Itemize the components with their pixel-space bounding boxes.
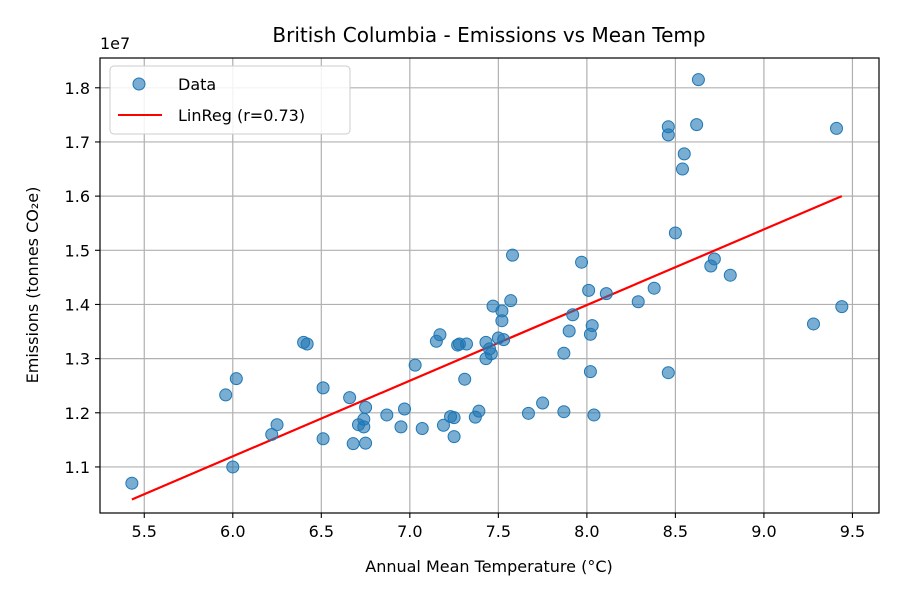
x-tick-label: 6.5 xyxy=(309,522,334,541)
data-point xyxy=(661,366,675,380)
data-point xyxy=(300,337,314,351)
data-point xyxy=(433,328,447,342)
data-point xyxy=(587,408,601,422)
tick-layer: 5.5 6.0 6.5 7.0 7.5 8.0 8.5 9.0 9.5 1.1 1.2 1.3 1.4 1… xyxy=(65,79,866,541)
data-point xyxy=(394,420,408,434)
data-point xyxy=(316,381,330,395)
data-point xyxy=(495,314,509,328)
data-point xyxy=(557,405,571,419)
y-tick-label: 1.7 xyxy=(65,133,90,152)
data-point xyxy=(497,333,511,347)
data-point xyxy=(484,347,498,361)
data-point xyxy=(521,406,535,420)
data-point xyxy=(343,391,357,405)
data-point xyxy=(557,346,571,360)
data-point xyxy=(585,319,599,333)
data-point xyxy=(707,252,721,266)
y-tick-label: 1.5 xyxy=(65,241,90,260)
data-point xyxy=(830,121,844,135)
legend-label-linreg: LinReg (r=0.73) xyxy=(178,106,305,125)
data-point xyxy=(265,427,279,441)
data-point xyxy=(219,388,233,402)
x-tick-label: 5.5 xyxy=(132,522,157,541)
data-point xyxy=(599,287,613,301)
data-point xyxy=(583,365,597,379)
data-point xyxy=(835,300,849,314)
data-point xyxy=(447,430,461,444)
data-point xyxy=(270,418,284,432)
data-point xyxy=(415,422,429,435)
data-point xyxy=(668,226,682,240)
x-axis-label: Annual Mean Temperature (°C) xyxy=(365,557,612,576)
x-tick-label: 8.0 xyxy=(574,522,599,541)
data-point xyxy=(566,308,580,322)
data-point xyxy=(226,460,240,474)
data-point xyxy=(504,294,518,308)
data-point xyxy=(677,147,691,161)
y-offset-label: 1e7 xyxy=(100,34,130,53)
data-point xyxy=(582,283,596,297)
data-point xyxy=(575,255,589,269)
plot-frame xyxy=(99,57,880,514)
data-point xyxy=(436,418,450,432)
data-point xyxy=(723,268,737,282)
y-tick-label: 1.1 xyxy=(65,458,90,477)
legend-box xyxy=(109,65,351,135)
x-tick-label: 7.5 xyxy=(486,522,511,541)
data-point xyxy=(647,281,661,295)
x-tick-label: 9.5 xyxy=(840,522,865,541)
data-point xyxy=(408,358,422,372)
x-tick-label: 7.0 xyxy=(397,522,422,541)
data-point xyxy=(359,400,373,414)
data-point xyxy=(690,118,704,132)
x-tick-label: 6.0 xyxy=(220,522,245,541)
data-point xyxy=(675,162,689,176)
data-point xyxy=(357,412,371,426)
data-point xyxy=(229,372,243,386)
legend-label-data: Data xyxy=(178,75,216,94)
y-tick-label: 1.2 xyxy=(65,404,90,423)
y-axis-label: Emissions (tonnes CO₂e) xyxy=(23,187,42,384)
data-point xyxy=(806,317,820,331)
x-tick-label: 9.0 xyxy=(751,522,776,541)
y-tick-label: 1.6 xyxy=(65,187,90,206)
data-point xyxy=(398,402,412,416)
data-point xyxy=(536,396,550,410)
data-point xyxy=(691,73,705,87)
data-point xyxy=(447,411,461,425)
data-point xyxy=(459,337,473,351)
y-tick-label: 1.3 xyxy=(65,350,90,369)
chart-title: British Columbia - Emissions vs Mean Tem… xyxy=(272,23,705,47)
data-point xyxy=(125,476,139,490)
data-point xyxy=(380,408,394,422)
y-tick-label: 1.4 xyxy=(65,295,90,314)
data-point xyxy=(506,248,520,262)
point-layer xyxy=(125,73,849,490)
data-point xyxy=(472,404,486,418)
data-point xyxy=(661,128,675,142)
legend: Data LinReg (r=0.73) xyxy=(109,65,351,135)
x-tick-label: 8.5 xyxy=(663,522,688,541)
data-point xyxy=(458,372,472,386)
legend-scatter-marker xyxy=(132,77,146,91)
data-point xyxy=(562,324,576,338)
data-point xyxy=(359,436,373,450)
data-point xyxy=(346,437,360,451)
data-point xyxy=(316,432,330,446)
y-tick-label: 1.8 xyxy=(65,79,90,98)
data-point xyxy=(631,295,645,309)
